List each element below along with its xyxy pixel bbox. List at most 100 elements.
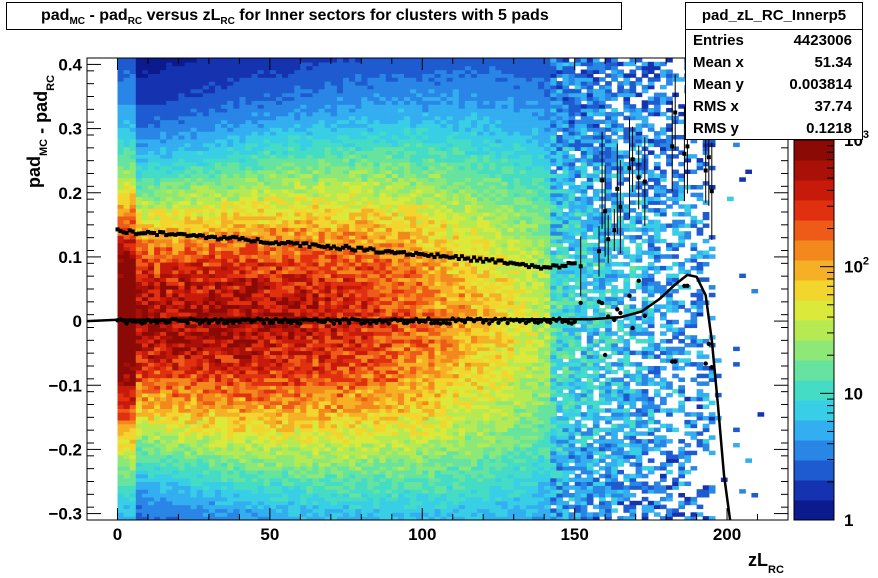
heat-cell [355, 373, 362, 379]
heat-cell [166, 381, 173, 386]
heat-cell [343, 373, 350, 379]
heat-cell [263, 169, 271, 174]
heat-cell [330, 512, 338, 517]
heat-cell [257, 431, 265, 436]
heat-cell [300, 423, 307, 429]
heat-cell [221, 65, 228, 71]
heat-cell [117, 389, 125, 394]
heat-cell [190, 469, 198, 475]
heat-cell [117, 443, 125, 448]
heat-cell [361, 450, 368, 456]
heat-cell [160, 500, 167, 506]
heat-cell [336, 335, 344, 340]
heat-cell [141, 200, 149, 205]
heat-cell [294, 238, 301, 244]
heat-cell [196, 354, 204, 359]
heat-cell [282, 404, 289, 409]
heat-cell [245, 219, 253, 225]
heat-cell [282, 416, 289, 421]
heat-cell [172, 496, 179, 502]
heat-cell [160, 81, 167, 86]
heat-cell [288, 469, 295, 475]
heat-cell [330, 339, 338, 344]
heat-cell [251, 427, 259, 433]
heat-cell [135, 516, 143, 520]
heat-cell [172, 108, 179, 113]
heat-cell [135, 262, 143, 267]
heat-cell [263, 269, 271, 275]
heat-cell [288, 500, 295, 506]
heat-cell [202, 350, 210, 356]
heat-cell [196, 73, 204, 78]
heat-cell [288, 335, 295, 340]
heat-cell [343, 269, 350, 275]
heat-cell [263, 250, 271, 255]
heat-cell [269, 312, 277, 317]
heat-cell [129, 81, 137, 86]
heat-cell [233, 169, 240, 174]
heat-cell [196, 327, 204, 332]
heat-cell [276, 381, 283, 386]
heat-cell [135, 466, 143, 471]
heat-cell [172, 115, 179, 121]
heat-cell [269, 281, 277, 286]
heat-cell [282, 254, 289, 259]
heat-cell [221, 450, 228, 456]
heat-cell [221, 504, 228, 510]
heat-cell [312, 123, 320, 128]
heat-cell [294, 481, 301, 486]
heat-cell [269, 362, 277, 367]
heat-cell [257, 285, 265, 290]
heat-cell [245, 296, 253, 302]
heat-cell [221, 435, 228, 440]
heat-cell [355, 358, 362, 363]
heat-cell [263, 296, 271, 302]
heat-cell [196, 177, 204, 182]
heat-cell [336, 315, 344, 321]
heat-cell [367, 423, 375, 429]
heat-cell [336, 135, 344, 140]
heat-cell [349, 65, 356, 71]
heat-cell [227, 81, 234, 86]
heat-cell [251, 258, 259, 263]
heat-cell [300, 477, 307, 482]
heat-cell [257, 69, 265, 74]
heat-cell [233, 346, 240, 352]
heat-cell [294, 204, 301, 209]
heat-cell [361, 389, 368, 394]
heat-cell [190, 81, 198, 86]
heat-cell [355, 123, 362, 128]
heat-cell [135, 400, 143, 406]
heat-cell [300, 450, 307, 456]
heat-cell [178, 404, 186, 409]
heat-cell [123, 481, 131, 486]
heat-cell [251, 477, 259, 482]
heat-cell [288, 327, 295, 332]
heat-cell [343, 331, 350, 336]
heat-cell [129, 169, 137, 174]
heat-cell [361, 81, 368, 86]
heat-cell [251, 512, 259, 517]
heat-cell [239, 161, 247, 167]
heat-cell [251, 315, 259, 321]
heat-cell [263, 400, 271, 406]
heat-cell [215, 146, 222, 151]
heat-cell [239, 377, 247, 382]
heat-cell [148, 200, 155, 205]
heat-cell [330, 131, 338, 136]
heat-cell [257, 412, 265, 417]
heat-cell [367, 308, 375, 313]
heat-cell [282, 138, 289, 144]
heat-cell [160, 469, 167, 475]
heat-cell [148, 215, 155, 221]
heat-cell [318, 439, 326, 444]
heat-cell [276, 185, 283, 190]
heat-cell [172, 58, 179, 63]
heat-cell [202, 154, 210, 159]
heat-cell [160, 473, 167, 479]
heat-cell [367, 373, 375, 379]
heat-cell [117, 192, 125, 198]
heat-cell [318, 204, 326, 209]
heat-cell [148, 327, 155, 332]
heat-cell [208, 416, 216, 421]
